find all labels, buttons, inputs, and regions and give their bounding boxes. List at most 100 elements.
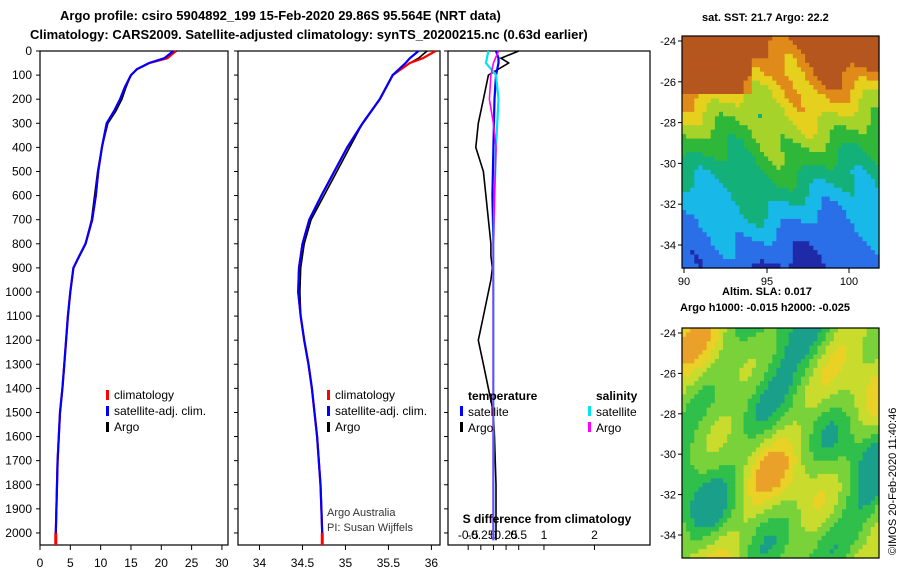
sst-x-tick-label: 100 bbox=[840, 276, 858, 288]
sla-y-tick-label: -32 bbox=[660, 490, 676, 502]
panel-frame-1 bbox=[237, 50, 441, 546]
sal-legend-label-0: climatology bbox=[335, 388, 395, 402]
y-tick-label: 300 bbox=[12, 116, 32, 130]
temp-legend-label-0: climatology bbox=[114, 388, 174, 402]
x-tick-label: 30 bbox=[215, 556, 229, 570]
sst-y-tick-label: -34 bbox=[660, 240, 676, 252]
temp-legend-label-1: satellite-adj. clim. bbox=[114, 404, 206, 418]
x-tick-label: 2 bbox=[591, 528, 598, 542]
diff-swatch-ssat bbox=[588, 406, 591, 416]
y-tick-label: 1000 bbox=[5, 285, 32, 299]
sla-y-tick-label: -26 bbox=[660, 368, 676, 380]
pi-note: PI: Susan Wijffels bbox=[327, 522, 413, 534]
y-tick-label: 1700 bbox=[5, 454, 32, 468]
x-tick-label: 35 bbox=[339, 556, 353, 570]
panel-frame-2 bbox=[447, 50, 651, 546]
sst-y-tick-label: -30 bbox=[660, 158, 676, 170]
diff-swatch-targo bbox=[460, 422, 463, 432]
temp-legend-swatch-0 bbox=[106, 390, 109, 400]
series-line-salinity-argo bbox=[488, 50, 500, 541]
climatology-bottom-marker bbox=[320, 533, 324, 545]
y-tick-label: 1500 bbox=[5, 405, 32, 419]
y-tick-label: 200 bbox=[12, 92, 32, 106]
sla-y-tick-label: -24 bbox=[660, 328, 676, 340]
temp-legend-swatch-2 bbox=[106, 422, 109, 432]
x-tick-label: 20 bbox=[155, 556, 169, 570]
sst-y-tick-label: -32 bbox=[660, 199, 676, 211]
y-tick-label: 0 bbox=[25, 44, 32, 58]
sst-x-tick-label: 95 bbox=[761, 276, 773, 288]
sst-y-tick-label: -28 bbox=[660, 118, 676, 130]
x-tick-label: 0 bbox=[37, 556, 44, 570]
temp-legend-swatch-1 bbox=[106, 406, 109, 416]
profile-location-marker bbox=[758, 114, 762, 118]
diff-legend-tsat: satellite bbox=[468, 405, 509, 419]
diff-xlabel: S difference from climatology bbox=[463, 512, 632, 526]
sst-map-frame bbox=[681, 35, 880, 269]
sst-map-grid bbox=[682, 36, 880, 269]
y-tick-label: 500 bbox=[12, 164, 32, 178]
x-tick-label: 1 bbox=[541, 528, 548, 542]
series-line-satellite-adj-clim- bbox=[297, 50, 420, 541]
sal-legend-label-2: Argo bbox=[335, 420, 361, 434]
diff-legend-salinity: salinity bbox=[596, 389, 638, 403]
y-tick-label: 800 bbox=[12, 237, 32, 251]
sla-map-grid bbox=[682, 328, 880, 559]
y-tick-label: 1900 bbox=[5, 502, 32, 516]
x-tick-label: 10 bbox=[94, 556, 108, 570]
sla-y-tick-label: -30 bbox=[660, 449, 676, 461]
diff-swatch-sargo bbox=[588, 422, 591, 432]
x-tick-label: 15 bbox=[124, 556, 138, 570]
sst-y-tick-label: -26 bbox=[660, 77, 676, 89]
x-tick-label: 5 bbox=[67, 556, 74, 570]
panel-frame-0 bbox=[39, 50, 229, 546]
sal-legend-label-1: satellite-adj. clim. bbox=[335, 404, 427, 418]
x-tick-label: -0.5 bbox=[458, 528, 479, 542]
diff-swatch-tsat bbox=[460, 406, 463, 416]
climatology-bottom-marker bbox=[54, 533, 58, 545]
sla-y-tick-label: -34 bbox=[660, 530, 676, 542]
imos-credit: ©IMOS 20-Feb-2020 11:40:46 bbox=[887, 407, 899, 555]
y-tick-label: 1200 bbox=[5, 333, 32, 347]
x-tick-label: 36 bbox=[425, 556, 439, 570]
x-tick-label: 34 bbox=[253, 556, 267, 570]
y-tick-label: 600 bbox=[12, 189, 32, 203]
series-line-argo bbox=[55, 50, 177, 534]
y-tick-label: 900 bbox=[12, 261, 32, 275]
plot-title-line1: Argo profile: csiro 5904892_199 15-Feb-2… bbox=[60, 8, 501, 23]
temp-legend-label-2: Argo bbox=[114, 420, 140, 434]
y-tick-label: 1300 bbox=[5, 357, 32, 371]
diff-legend-ssat: satellite bbox=[596, 405, 637, 419]
y-tick-label: 700 bbox=[12, 213, 32, 227]
y-tick-label: 400 bbox=[12, 140, 32, 154]
sal-legend-swatch-0 bbox=[327, 390, 330, 400]
series-line-climatology bbox=[54, 50, 177, 534]
sst-y-tick-label: -24 bbox=[660, 36, 676, 48]
plot-title-line2: Climatology: CARS2009. Satellite-adjuste… bbox=[30, 27, 588, 42]
sla-map-title-1: Altim. SLA: 0.017 bbox=[722, 286, 812, 298]
sla-map-frame bbox=[681, 327, 880, 559]
y-tick-label: 2000 bbox=[5, 526, 32, 540]
sal-legend-swatch-1 bbox=[327, 406, 330, 416]
sla-y-tick-label: -28 bbox=[660, 409, 676, 421]
x-tick-label: 0.25 bbox=[494, 528, 518, 542]
x-tick-label: -0.25 bbox=[467, 528, 495, 542]
y-tick-label: 1400 bbox=[5, 381, 32, 395]
x-tick-label: 0.5 bbox=[510, 528, 527, 542]
sla-map-title-2: Argo h1000: -0.015 h2000: -0.025 bbox=[680, 302, 850, 314]
diff-legend-targo: Argo bbox=[468, 421, 494, 435]
y-tick-label: 100 bbox=[12, 68, 32, 82]
diff-legend-sargo: Argo bbox=[596, 421, 622, 435]
sst-map-title: sat. SST: 21.7 Argo: 22.2 bbox=[702, 12, 829, 24]
series-line-satellite-adj-clim- bbox=[54, 50, 175, 534]
y-tick-label: 1100 bbox=[6, 309, 32, 323]
sal-legend-swatch-2 bbox=[327, 422, 330, 432]
sst-x-tick-label: 90 bbox=[678, 276, 690, 288]
y-tick-label: 1600 bbox=[5, 430, 32, 444]
argo-australia-note: Argo Australia bbox=[327, 507, 396, 519]
y-tick-label: 1800 bbox=[5, 478, 32, 492]
x-tick-label: 34.5 bbox=[291, 556, 315, 570]
x-tick-label: 25 bbox=[185, 556, 199, 570]
diff-legend-temperature: temperature bbox=[468, 389, 538, 403]
